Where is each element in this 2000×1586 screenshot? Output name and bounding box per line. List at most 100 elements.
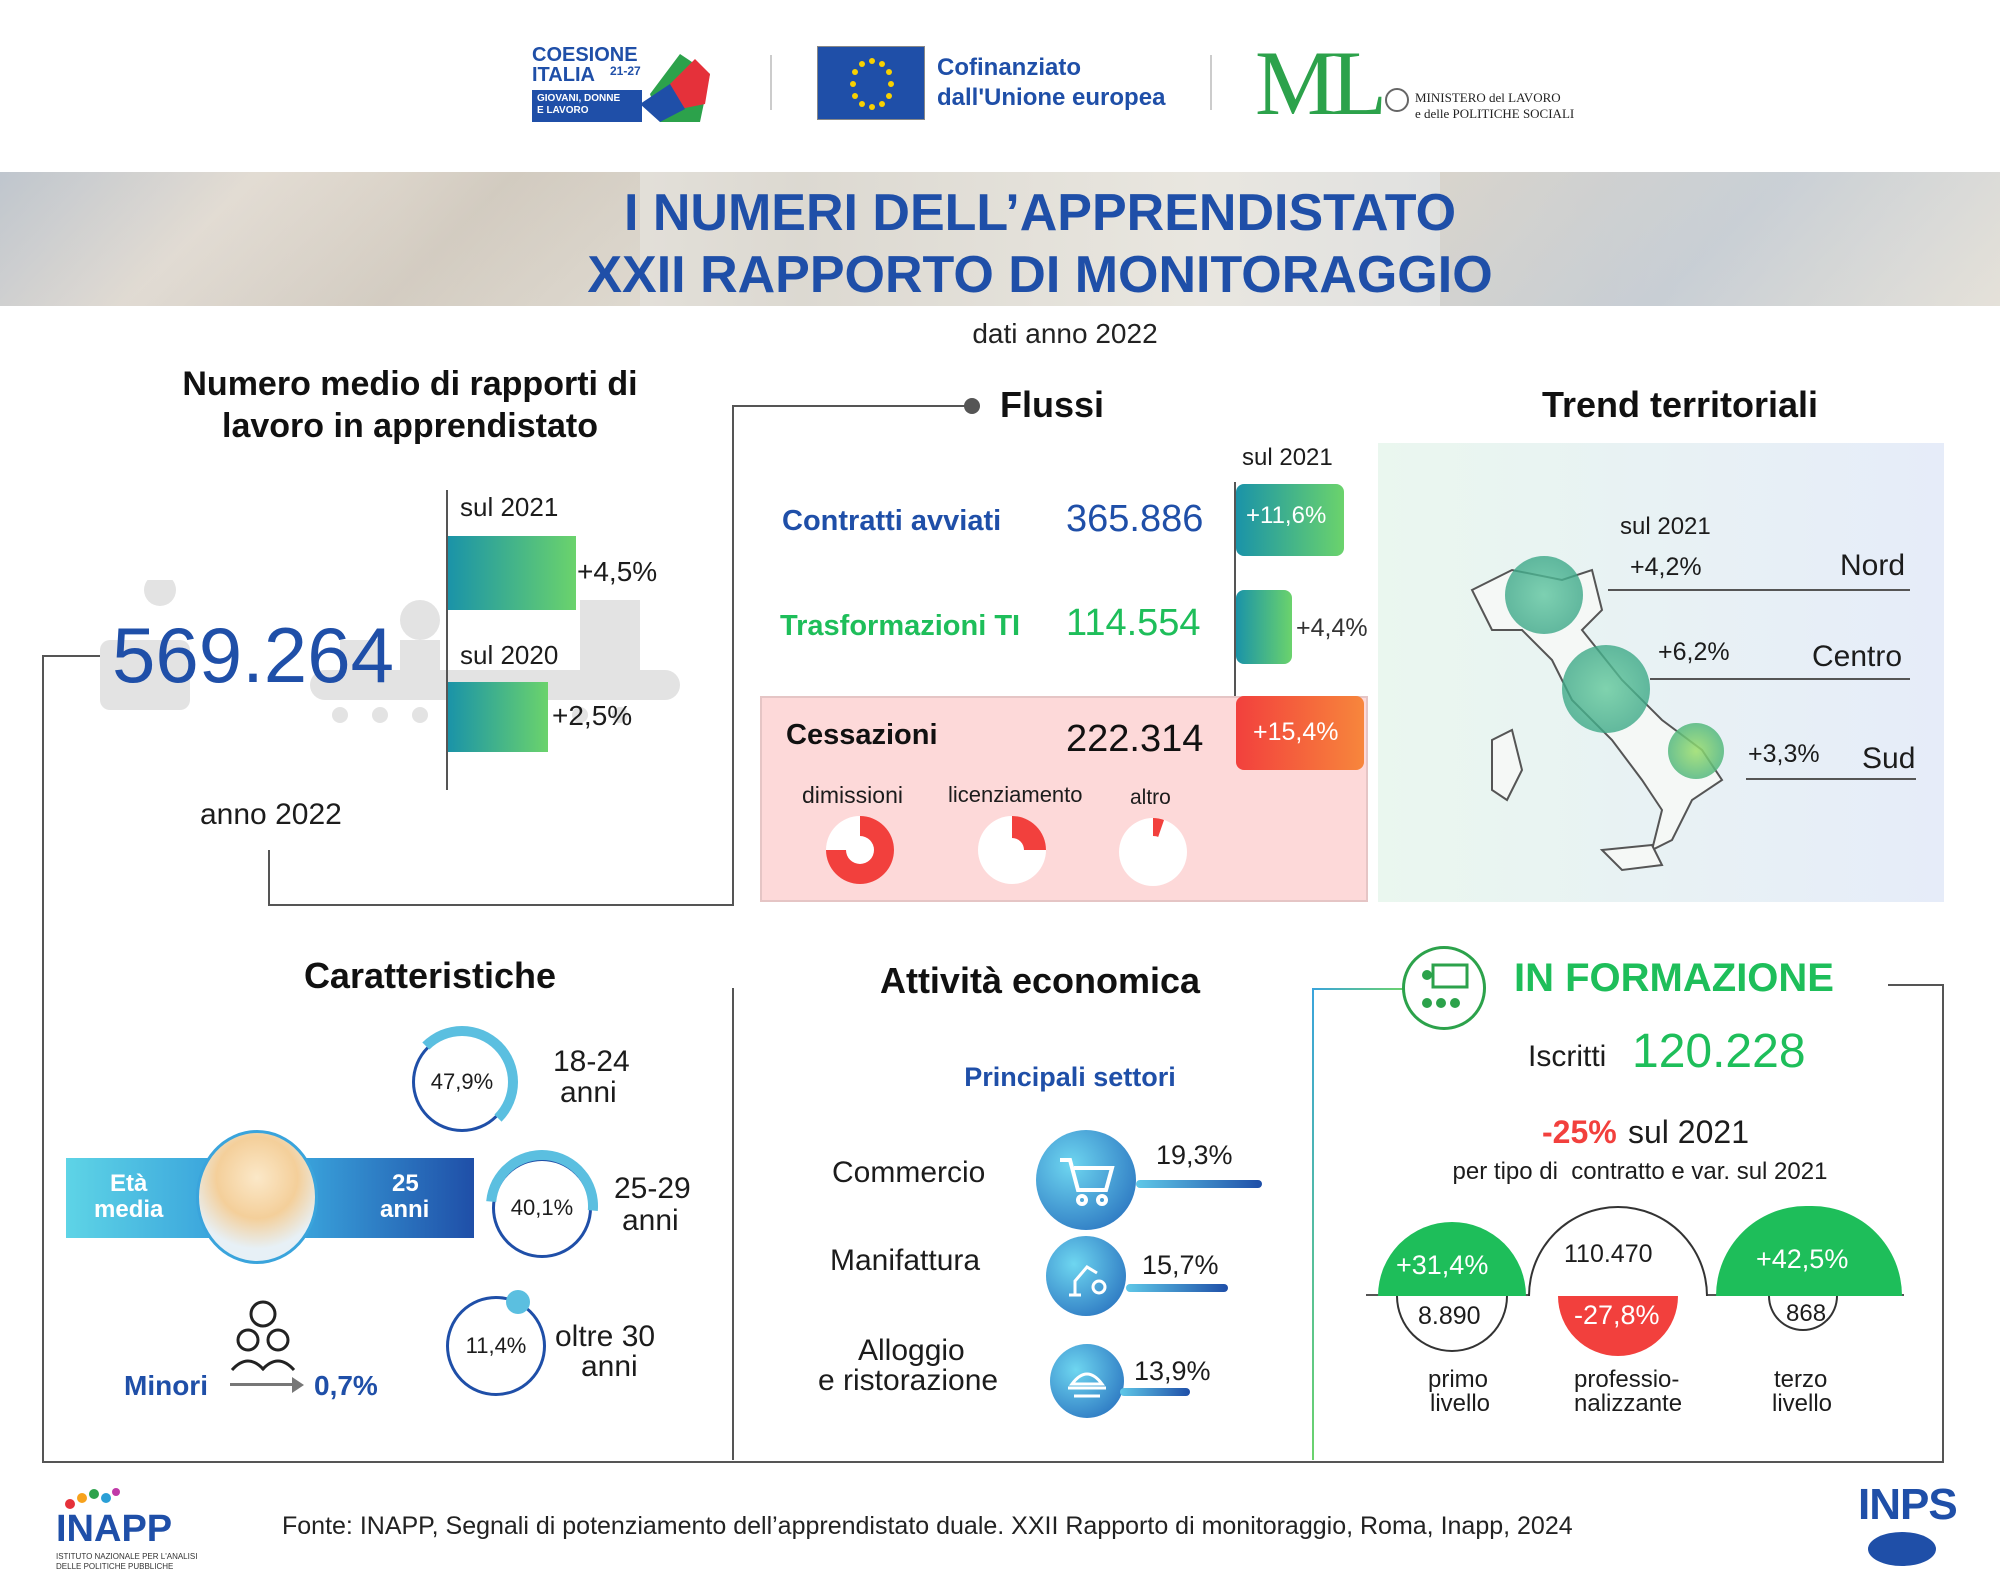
- ml-logo: ML: [1255, 32, 1387, 134]
- formazione-var-label: sul 2021: [1628, 1114, 1749, 1150]
- level-3-value: 868: [1786, 1300, 1827, 1327]
- trend-nord-area: Nord: [1840, 549, 1906, 582]
- level-2-label-1: professio-: [1574, 1366, 1680, 1393]
- sector-3-name-1: Alloggio: [858, 1334, 965, 1367]
- flussi-row-3-label: Cessazioni: [786, 719, 938, 751]
- attivita-subtitle: Principali settori: [964, 1062, 1176, 1092]
- sector-1-pct: 19,3%: [1156, 1140, 1233, 1170]
- level-3-label-1: terzo: [1774, 1366, 1828, 1393]
- level-1-value: 8.890: [1418, 1302, 1481, 1330]
- ministero-text-1: MINISTERO del LAVORO: [1415, 90, 1561, 105]
- eu-flag: [817, 46, 925, 120]
- coesione-logo-box: GIOVANI, DONNE E LAVORO: [532, 90, 642, 122]
- formazione-frame-right: [1942, 984, 1944, 1462]
- inapp-sub-2: DELLE POLITICHE PUBBLICHE: [56, 1562, 174, 1571]
- age-group-2-label-1: 25-29: [614, 1172, 691, 1205]
- inapp-logo: INAPP: [56, 1508, 173, 1550]
- level-2-value: 110.470: [1564, 1240, 1653, 1268]
- eta-label-2: media: [94, 1196, 164, 1223]
- page-subtitle: dati anno 2022: [972, 318, 1158, 349]
- coesione-logo-text-2: ITALIA: [532, 64, 595, 86]
- cess-altro-pie: [1119, 818, 1187, 886]
- sector-2-name: Manifattura: [830, 1244, 981, 1277]
- trend-title: Trend territoriali: [1541, 384, 1819, 425]
- nord-bubble: [1505, 556, 1583, 634]
- level-3-change: +42,5%: [1756, 1244, 1849, 1274]
- minori-label: Minori: [124, 1370, 208, 1401]
- age-group-3-ring: 11,4%: [446, 1296, 546, 1396]
- banner-photo-right: [1440, 172, 2000, 306]
- formazione-frame-left: [1312, 988, 1314, 1460]
- formazione-title: IN FORMAZIONE: [1514, 956, 1834, 1000]
- divider-logo-1: [770, 55, 772, 110]
- age-group-1-arc: [406, 1026, 518, 1138]
- flussi-title: Flussi: [1000, 384, 1105, 425]
- frame-left-h: [42, 655, 100, 657]
- level-2-label-2: nalizzante: [1574, 1390, 1683, 1417]
- comp1-label: sul 2021: [460, 492, 559, 522]
- eta-value-2: anni: [380, 1196, 430, 1223]
- ministero-text-2: e delle POLITICHE SOCIALI: [1415, 106, 1575, 121]
- comp1-value: +4,5%: [577, 556, 658, 587]
- connector-dot: [964, 398, 980, 414]
- attivita-title: Attività economica: [879, 960, 1201, 1001]
- shopping-cart-icon: [1036, 1130, 1136, 1230]
- robot-arm-icon: [1046, 1236, 1126, 1316]
- trend-sud-change: +3,3%: [1748, 740, 1820, 768]
- eta-band-right: [300, 1158, 474, 1238]
- cess-dimissioni-pie: [826, 816, 894, 884]
- sud-bubble: [1668, 723, 1724, 779]
- sector-1-bar: [1136, 1180, 1262, 1188]
- flussi-row-1-value: 365.886: [1066, 498, 1204, 540]
- eta-value-1: 25: [392, 1170, 419, 1197]
- flussi-row-2-value: 114.554: [1066, 602, 1201, 644]
- coesione-sub-1: GIOVANI, DONNE: [537, 93, 621, 104]
- trend-sud-line: [1746, 778, 1916, 780]
- cloche-icon: [1050, 1344, 1124, 1418]
- inapp-dots-icon: [62, 1488, 122, 1510]
- connector-right-v: [732, 405, 734, 906]
- age-group-2-pct: 40,1%: [510, 1195, 574, 1220]
- coesione-logo: COESIONE ITALIA 21-27 GIOVANI, DONNE E L…: [530, 42, 730, 122]
- comp1-bar: [448, 536, 576, 610]
- eu-stars-icon: [850, 58, 894, 110]
- flussi-row-2-label: Trasformazioni TI: [780, 610, 1021, 642]
- cess-dimissioni-label: dimissioni: [802, 782, 903, 808]
- eta-band-left: [66, 1158, 216, 1238]
- trend-centro-area: Centro: [1812, 640, 1903, 673]
- eu-text-2: dall'Unione europea: [937, 84, 1166, 111]
- connector-bottom-h: [268, 904, 734, 906]
- divider-logo-2: [1210, 55, 1212, 110]
- coesione-sub-2: E LAVORO: [537, 105, 589, 116]
- media-axis-line: [446, 490, 448, 790]
- level-2-change: -27,8%: [1574, 1300, 1660, 1330]
- flussi-row-2-bar: [1236, 590, 1292, 664]
- flussi-row-3-bar: [1236, 696, 1364, 770]
- eu-text-1: Cofinanziato: [937, 54, 1081, 81]
- media-value: 569.264: [112, 611, 394, 699]
- cess-altro-label: altro: [1130, 786, 1171, 809]
- sector-2-pct: 15,7%: [1142, 1250, 1219, 1280]
- flussi-row-1-label: Contratti avviati: [782, 505, 1002, 537]
- frame-bottom-h: [42, 1461, 1944, 1463]
- age-group-2-arc: [463, 1127, 621, 1285]
- page-title-line-2: XXII RAPPORTO DI MONITORAGGIO: [587, 246, 1493, 304]
- coesione-arrow-icon: [640, 54, 710, 122]
- age-group-3-arc: [506, 1290, 530, 1314]
- connector-left-v: [268, 850, 270, 906]
- iscritti-value: 120.228: [1632, 1025, 1806, 1078]
- flussi-axis-line: [1234, 482, 1236, 778]
- sector-3-name-2: e ristorazione: [818, 1364, 999, 1397]
- trend-nord-change: +4,2%: [1630, 553, 1702, 581]
- sector-3-pct: 13,9%: [1134, 1356, 1211, 1386]
- banner-photo-left: [0, 172, 640, 306]
- age-group-1-label-2: anni: [560, 1076, 617, 1109]
- page-title-line-1: I NUMERI DELL’APPRENDISTATO: [623, 184, 1457, 242]
- level-3-label-2: livello: [1772, 1390, 1833, 1417]
- age-group-1-label-1: 18-24: [553, 1045, 630, 1078]
- apprentices-avatar: [196, 1130, 318, 1264]
- flussi-row-1-bar: [1236, 484, 1344, 556]
- comp2-value: +2,5%: [552, 700, 633, 731]
- media-title-1: Numero medio di rapporti di: [182, 365, 638, 403]
- level-1-label-2: livello: [1430, 1390, 1491, 1417]
